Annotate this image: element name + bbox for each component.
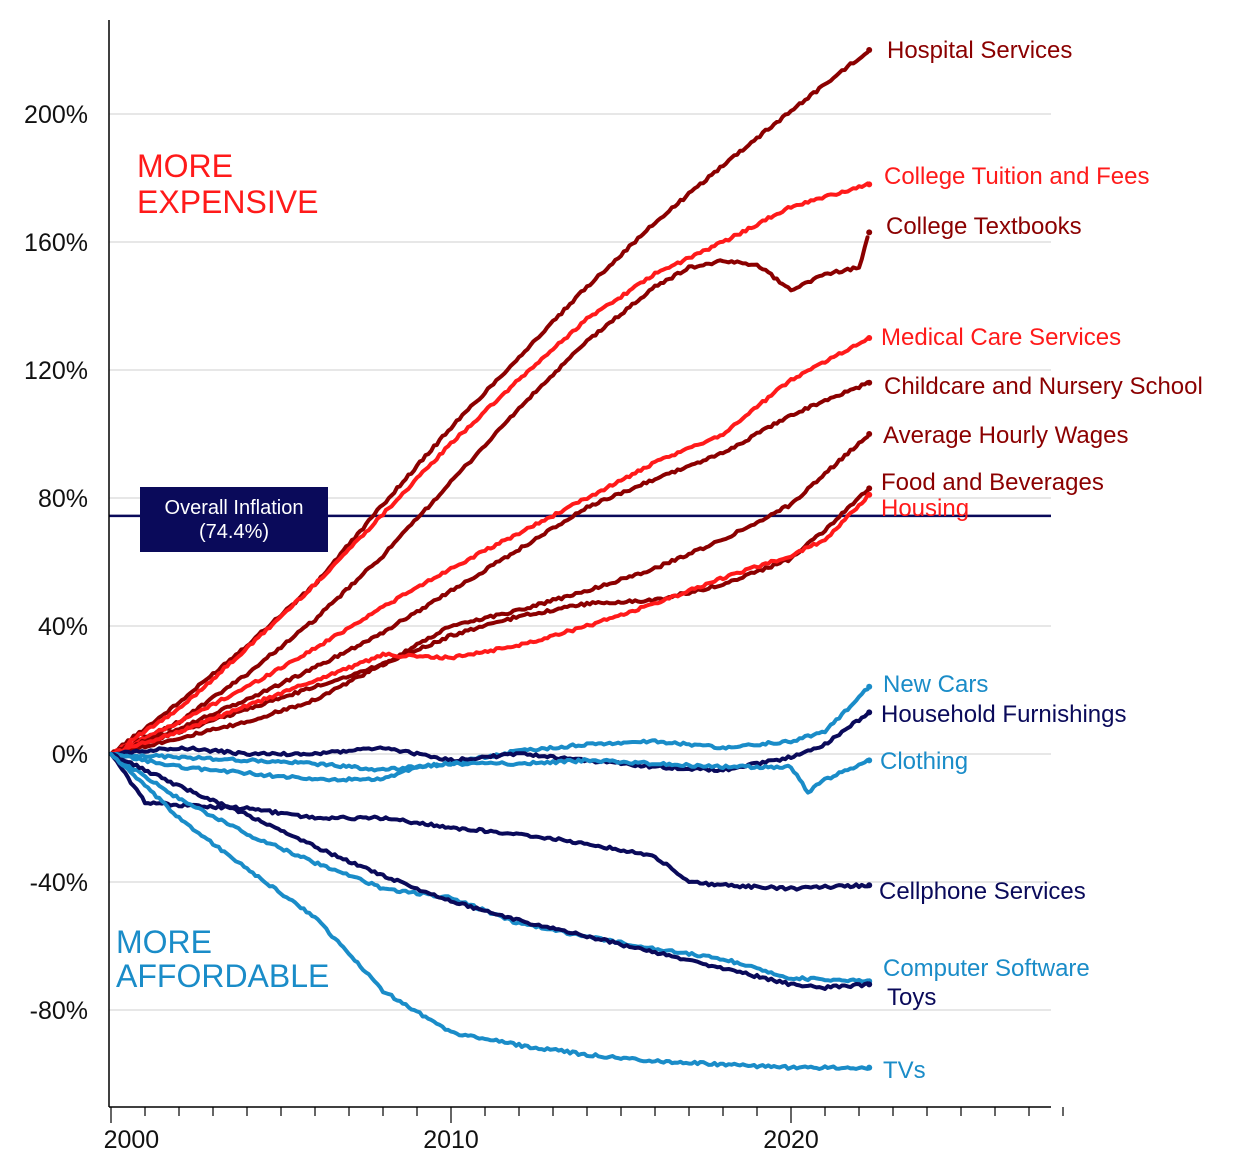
series-line-housing <box>109 493 870 756</box>
y-tick-label: -80% <box>30 997 88 1025</box>
series-end-point-cellphone-services <box>866 882 873 889</box>
overall-inflation-label: Overall Inflation <box>165 497 304 519</box>
series-label-college-textbooks: College Textbooks <box>886 213 1082 240</box>
series-end-point-medical-care-services <box>866 335 873 341</box>
x-tick-label: 2000 <box>104 1126 160 1154</box>
series-end-point-average-hourly-wages <box>866 431 873 437</box>
y-tick-label: 40% <box>38 613 88 641</box>
x-tick-label: 2020 <box>763 1126 819 1154</box>
series-line-food-and-beverages <box>109 488 870 756</box>
y-tick-label: 80% <box>38 485 88 513</box>
series-label-clothing: Clothing <box>880 748 968 775</box>
series-label-new-cars: New Cars <box>883 671 988 698</box>
series-end-point-clothing <box>866 757 873 764</box>
overall-inflation-box-background <box>140 487 328 552</box>
y-tick-label: 0% <box>52 741 88 769</box>
x-tick-label: 2010 <box>423 1126 479 1154</box>
y-tick-label: 200% <box>24 101 88 129</box>
series-label-tvs: TVs <box>883 1057 926 1084</box>
series-label-food-and-beverages: Food and Beverages <box>881 469 1104 496</box>
series-lines <box>109 47 873 1071</box>
series-line-medical-care-services <box>109 336 870 756</box>
series-end-point-college-tuition-and-fees <box>866 181 873 188</box>
series-line-college-textbooks <box>109 235 870 756</box>
axes: 200% 160% 120% 80% 40% 0% -40% -80% 2000 2010 2020 <box>24 20 1064 1154</box>
series-end-point-hospital-services <box>866 47 873 53</box>
series-line-computer-software <box>109 752 870 984</box>
series-label-hospital-services: Hospital Services <box>887 37 1072 64</box>
series-line-childcare-and-nursery-school <box>109 380 870 756</box>
series-end-point-new-cars <box>866 683 873 690</box>
series-line-clothing <box>109 751 870 795</box>
series-label-cellphone-services: Cellphone Services <box>879 878 1086 905</box>
y-tick-label: 120% <box>24 357 88 385</box>
more-expensive-annotation-line1: MORE <box>137 148 233 184</box>
series-line-tvs <box>109 752 870 1071</box>
y-tick-label: 160% <box>24 229 88 257</box>
series-end-point-childcare-and-nursery-school <box>866 379 873 386</box>
series-label-computer-software: Computer Software <box>883 955 1090 982</box>
series-end-point-food-and-beverages <box>866 485 873 492</box>
overall-inflation-box: Overall Inflation (74.4%) <box>140 487 328 552</box>
series-label-college-tuition-and-fees: College Tuition and Fees <box>884 163 1150 190</box>
series-label-average-hourly-wages: Average Hourly Wages <box>883 422 1128 449</box>
series-line-hospital-services <box>109 50 870 756</box>
series-label-medical-care-services: Medical Care Services <box>881 324 1121 351</box>
more-affordable-annotation-line2: AFFORDABLE <box>116 958 329 994</box>
overall-inflation-value: (74.4%) <box>199 521 269 543</box>
series-end-point-toys <box>866 981 873 988</box>
series-line-college-tuition-and-fees <box>109 181 870 756</box>
series-label-household-furnishings: Household Furnishings <box>881 701 1126 728</box>
series-labels: Hospital Services College Tuition and Fee… <box>879 37 1203 1084</box>
more-expensive-annotation-line2: EXPENSIVE <box>137 184 318 220</box>
series-label-housing: Housing <box>881 495 969 522</box>
series-end-point-housing <box>866 491 873 498</box>
y-tick-label: -40% <box>30 869 88 897</box>
series-label-toys: Toys <box>887 984 936 1011</box>
series-label-childcare-and-nursery-school: Childcare and Nursery School <box>884 373 1203 400</box>
horizontal-gridlines <box>109 113 1051 1011</box>
more-affordable-annotation-line1: MORE <box>116 924 212 960</box>
series-end-point-college-textbooks <box>866 229 873 236</box>
series-end-point-household-furnishings <box>866 709 873 716</box>
series-line-toys <box>109 752 870 991</box>
series-end-point-tvs <box>866 1064 873 1071</box>
